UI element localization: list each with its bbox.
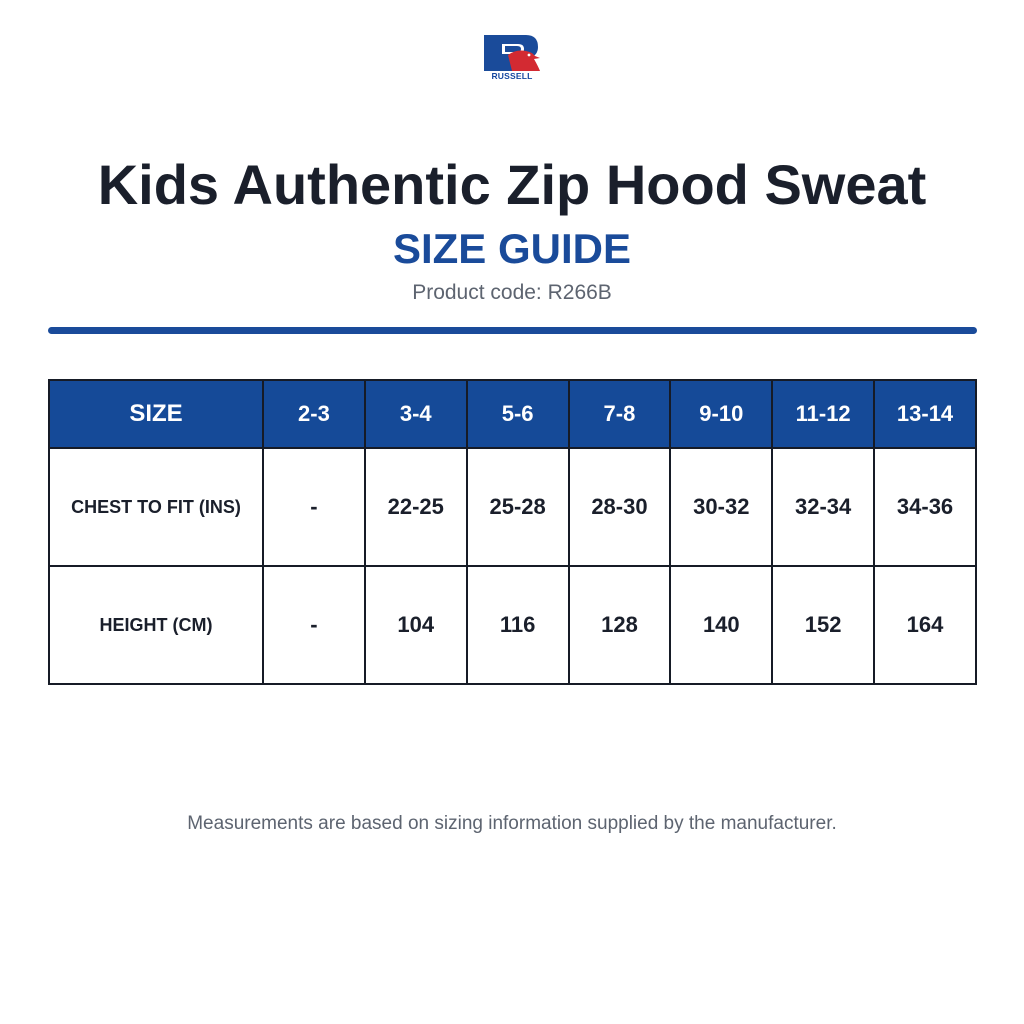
table-cell: -: [262, 447, 366, 567]
size-header-label: SIZE: [48, 379, 264, 449]
table-cell: 28-30: [567, 447, 672, 567]
table-cell: 32-34: [771, 447, 876, 567]
table-cell: 30-32: [669, 447, 774, 567]
size-column-header: 2-3: [262, 379, 366, 449]
divider: [48, 327, 977, 334]
table-cell: 34-36: [873, 447, 977, 567]
size-column-header: 5-6: [465, 379, 570, 449]
table-cell: 152: [771, 565, 876, 685]
disclaimer-note: Measurements are based on sizing informa…: [187, 813, 837, 834]
table-cell: 104: [363, 565, 468, 685]
size-column-header: 7-8: [567, 379, 672, 449]
table-cell: 164: [873, 565, 977, 685]
product-code: Product code: R266B: [412, 281, 612, 304]
table-header-row: SIZE 2-3 3-4 5-6 7-8 9-10 11-12 13-14: [48, 379, 977, 449]
row-label-chest: CHEST TO FIT (INS): [48, 447, 264, 567]
russell-logo: RUSSELL: [482, 33, 542, 83]
table-cell: 116: [465, 565, 570, 685]
table-row: HEIGHT (CM) - 104 116 128 140 152 164: [48, 565, 977, 685]
table-cell: -: [262, 565, 366, 685]
size-column-header: 13-14: [873, 379, 977, 449]
logo-wordmark: RUSSELL: [491, 71, 533, 81]
table-row: CHEST TO FIT (INS) - 22-25 25-28 28-30 3…: [48, 447, 977, 567]
product-title: Kids Authentic Zip Hood Sweat: [97, 153, 927, 216]
size-guide-heading: SIZE GUIDE: [392, 225, 632, 272]
table-cell: 25-28: [465, 447, 570, 567]
table-cell: 140: [669, 565, 774, 685]
size-column-header: 11-12: [771, 379, 876, 449]
table-cell: 22-25: [363, 447, 468, 567]
table-cell: 128: [567, 565, 672, 685]
size-column-header: 9-10: [669, 379, 774, 449]
size-table: SIZE 2-3 3-4 5-6 7-8 9-10 11-12 13-14 CH…: [48, 379, 977, 685]
russell-eagle-icon: [484, 35, 540, 71]
row-label-height: HEIGHT (CM): [48, 565, 264, 685]
size-column-header: 3-4: [363, 379, 468, 449]
